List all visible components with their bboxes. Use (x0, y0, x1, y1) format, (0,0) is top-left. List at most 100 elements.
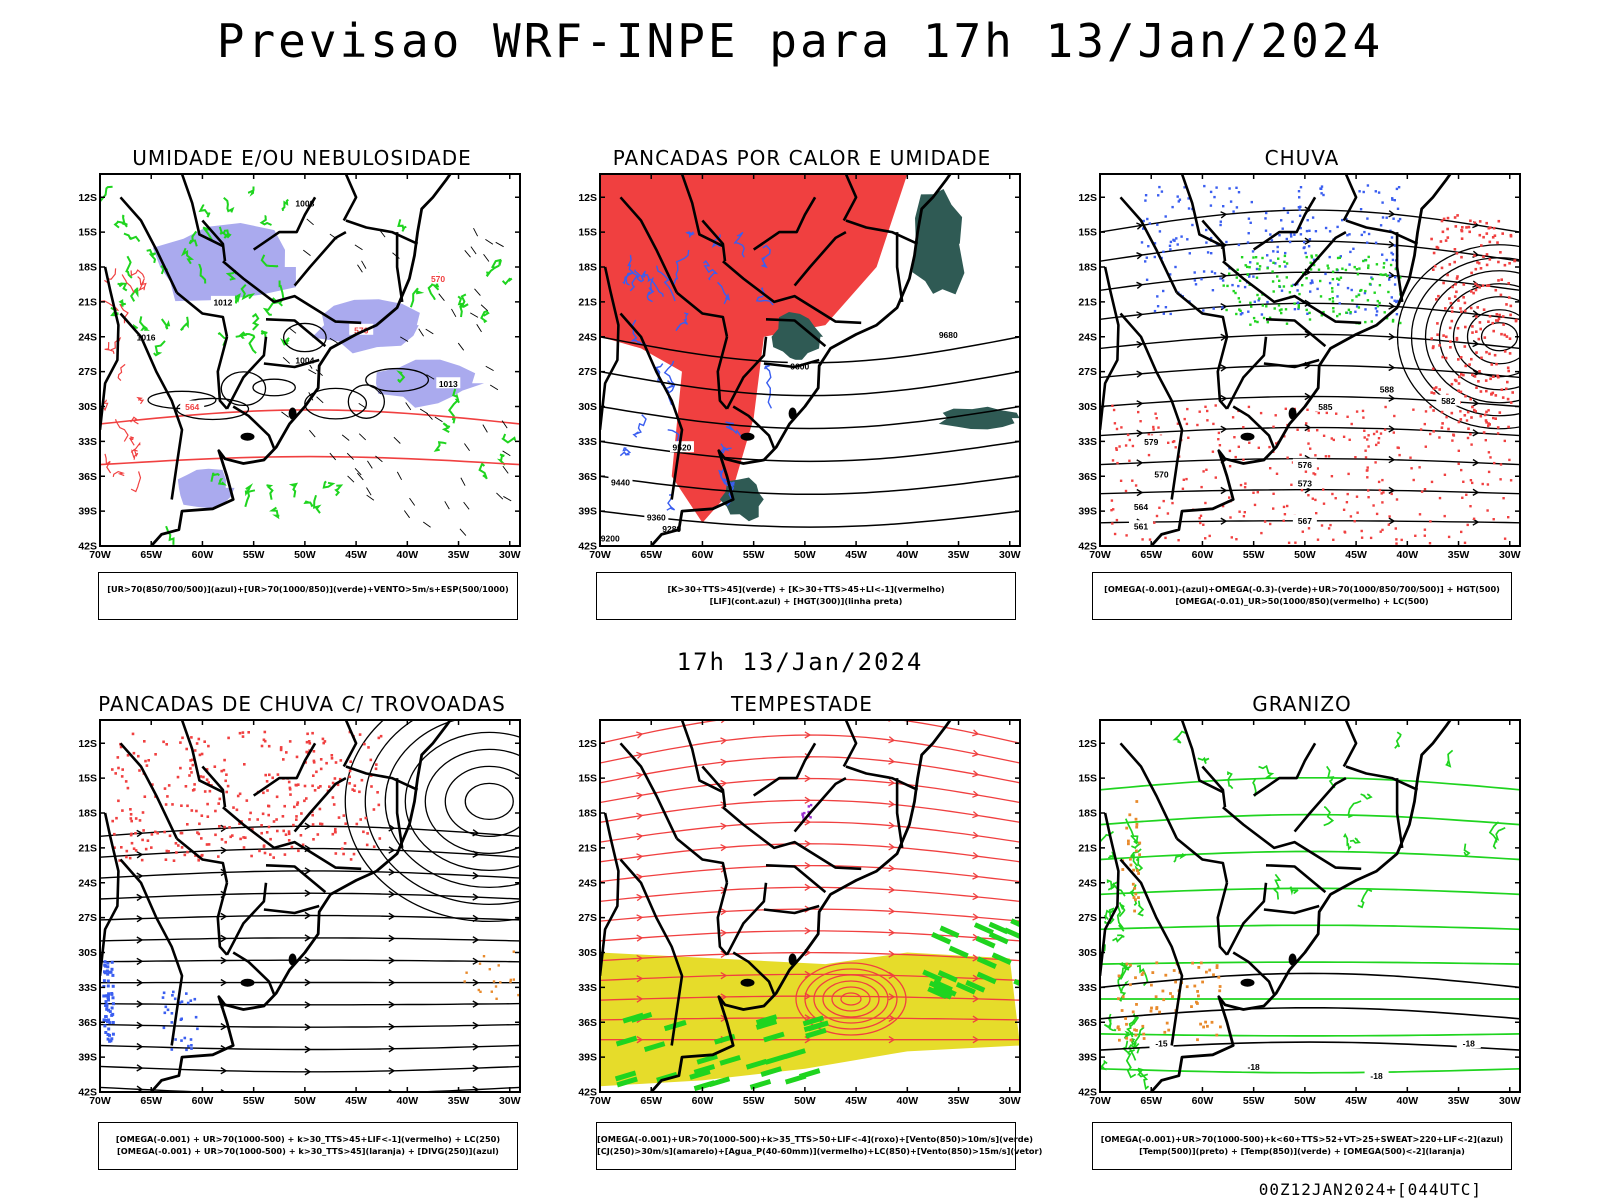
rain-area-red (1395, 498, 1399, 501)
rain-area-red (1459, 307, 1462, 310)
thunderstorm-area-red (334, 852, 338, 855)
flow-arrow (972, 954, 980, 962)
thunderstorm-area-orange (490, 990, 493, 993)
thunderstorm-area-red (351, 788, 354, 791)
border-line (619, 312, 684, 500)
wind-area-green (955, 981, 976, 995)
omega-area-orange (1121, 868, 1125, 871)
omega-area-orange (1215, 964, 1219, 967)
rain-area-red (1460, 530, 1463, 534)
lon-tick-label: 30W (499, 1095, 521, 1107)
lat-tick-label: 15S (78, 227, 97, 239)
temperature-850-green (1124, 818, 1139, 845)
lat-tick-label: 21S (578, 842, 597, 854)
thunderstorm-area-red (303, 799, 306, 803)
label-bg (292, 197, 317, 209)
divergence-area-blue (110, 1037, 114, 1041)
omega-area-orange (1199, 961, 1203, 965)
omega-area-green (1240, 256, 1244, 259)
wind-area-green (784, 1048, 806, 1060)
border-line (842, 174, 858, 222)
divergence-area-blue (170, 1021, 174, 1024)
rain-area-red (1496, 374, 1499, 378)
omega-area-blue (1251, 250, 1255, 253)
border-line (1232, 951, 1276, 995)
omega-area-green (1370, 320, 1373, 323)
thunderstorm-area-red (134, 849, 138, 852)
omega-area-orange (1191, 961, 1194, 965)
humidity-contour-green (322, 480, 336, 489)
lon-tick-label: 70W (1089, 1095, 1111, 1107)
omega-area-blue (1265, 211, 1268, 215)
lat-tick-label: 21S (78, 296, 97, 308)
rain-area-red (1381, 501, 1384, 504)
rain-area-red (1505, 335, 1509, 338)
vortex-streamline (384, 720, 520, 888)
thunderstorm-area-red (304, 761, 307, 764)
rain-area-red (1148, 538, 1152, 541)
streamline-red (600, 720, 1020, 744)
flow-arrow (804, 883, 812, 891)
temperature-850-green (1173, 853, 1187, 863)
humidity-contour-green (409, 287, 425, 308)
caption-line: [OMEGA(-0.001) + UR>70(1000-500) + k>30_… (115, 1134, 501, 1144)
thunderstorm-area-red (260, 824, 263, 827)
divergence-area-blue (102, 994, 106, 998)
thunderstorm-area-red (364, 816, 368, 820)
temperature-850-green (1100, 1067, 1520, 1074)
lifted-index-contour-blue (664, 380, 675, 406)
border-line (701, 765, 727, 808)
omega-area-green (1378, 284, 1382, 287)
rain-area-red (1372, 432, 1376, 436)
rain-area-red (1496, 319, 1500, 323)
omega-area-blue (1177, 200, 1180, 203)
temperature-850-green (1258, 764, 1275, 779)
map-umidade: 1008101210161004570564576101312S15S18S21… (78, 173, 521, 561)
lat-tick-label: 30S (78, 401, 97, 413)
contour-label: 9200 (601, 533, 620, 543)
flow-arrow (1388, 486, 1396, 495)
rain-area-red (1296, 428, 1299, 431)
border-line (1252, 196, 1317, 251)
border-line (175, 837, 229, 884)
omega-area-green (1250, 305, 1253, 308)
rain-area-red (1497, 375, 1500, 379)
omega-area-orange (1135, 825, 1139, 829)
omega-area-blue (1311, 281, 1314, 284)
flow-arrow (720, 929, 728, 937)
thunderstorm-area-red (142, 829, 145, 832)
rain-area-red (1432, 268, 1435, 271)
lon-tick-label: 30W (1499, 1095, 1521, 1107)
rain-area-red (1479, 267, 1483, 270)
omega-area-blue (1293, 233, 1296, 236)
thunderstorm-area-red (316, 833, 320, 836)
border-line (725, 336, 768, 410)
rain-area-red (1487, 284, 1491, 287)
contour-label: -18 (1370, 1071, 1383, 1081)
thunderstorm-area-red (369, 758, 373, 762)
thunderstorm-area-red (275, 818, 278, 821)
rain-area-red (1412, 408, 1415, 411)
thunderstorm-area-red (321, 737, 325, 741)
rain-area-red (1462, 480, 1465, 483)
thunderstorm-area-red (370, 785, 373, 788)
border-line (842, 720, 858, 768)
thunderstorm-area-red (276, 829, 279, 833)
lat-tick-label: 36S (78, 1017, 97, 1029)
thunderstorm-area-red (222, 768, 226, 772)
omega-area-green (1336, 256, 1340, 260)
flow-arrow (472, 1043, 480, 1051)
flow-arrow (804, 992, 812, 1000)
rain-area-red (1461, 496, 1464, 499)
humidity-contour-green (501, 277, 513, 286)
omega-area-green (1336, 314, 1339, 318)
omega-area-green (1277, 257, 1280, 260)
lon-tick-label: 60W (192, 1095, 214, 1107)
border-line (680, 174, 724, 248)
rain-area-red (1454, 225, 1458, 228)
rain-area-red (1470, 290, 1473, 293)
omega-area-green (1349, 311, 1352, 314)
omega-area-green (1367, 255, 1370, 259)
rain-area-red (1450, 306, 1454, 310)
